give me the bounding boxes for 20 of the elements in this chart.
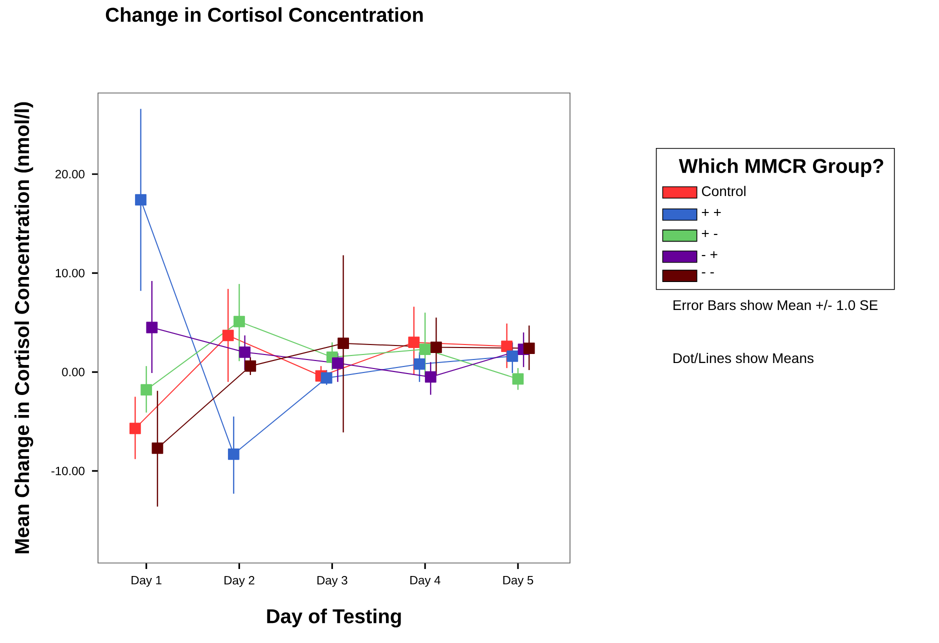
x-axis-title: Day of Testing	[267, 608, 401, 628]
x-tick-label: Day 3	[317, 576, 348, 587]
legend-label: - -	[702, 272, 714, 274]
legend-label: + +	[702, 209, 721, 216]
x-tick-label: Day 4	[410, 576, 440, 587]
legend-title: Which MMCR Group?	[678, 158, 884, 178]
chart-title: Change in Cortisol Concentration	[106, 7, 423, 26]
legend-label: - +	[702, 251, 718, 258]
y-tick-label: -10.00	[51, 466, 84, 476]
legend-label: Control	[702, 186, 746, 196]
text: Error Bars show Mean +/- 1.0 SE	[674, 300, 878, 310]
x-tick-label: Day 1	[132, 576, 162, 587]
x-tick-label: Day 5	[503, 576, 534, 587]
x-tick-label: Day 2	[224, 576, 254, 587]
y-tick-label: 20.00	[56, 170, 84, 178]
text: Dot/Lines show Means	[674, 352, 814, 364]
y-axis-title: Mean Change in Cortisol Concentration (nmol/l)	[14, 102, 34, 554]
y-tick-label: 10.00	[56, 268, 84, 278]
y-tick-label: 0.00	[62, 368, 84, 376]
legend-label: + -	[702, 230, 718, 237]
